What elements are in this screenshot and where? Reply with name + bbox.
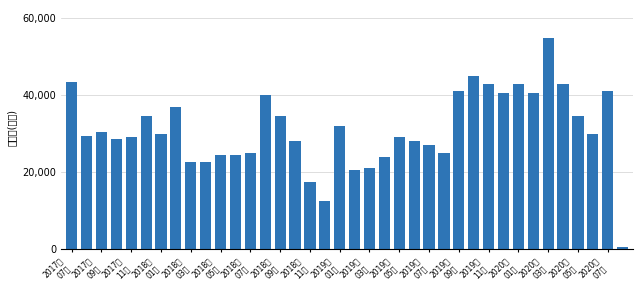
- Bar: [438, 153, 449, 249]
- Bar: [394, 138, 405, 249]
- Bar: [334, 126, 346, 249]
- Bar: [215, 155, 226, 249]
- Y-axis label: 거래량(건수): 거래량(건수): [7, 109, 17, 146]
- Bar: [557, 84, 569, 249]
- Bar: [602, 91, 613, 249]
- Bar: [230, 155, 241, 249]
- Bar: [617, 247, 628, 249]
- Bar: [96, 132, 107, 249]
- Bar: [468, 76, 479, 249]
- Bar: [185, 162, 196, 249]
- Bar: [408, 141, 420, 249]
- Bar: [156, 134, 166, 249]
- Bar: [453, 91, 465, 249]
- Bar: [513, 84, 524, 249]
- Bar: [170, 107, 182, 249]
- Bar: [349, 170, 360, 249]
- Bar: [379, 157, 390, 249]
- Bar: [260, 95, 271, 249]
- Bar: [200, 162, 211, 249]
- Bar: [543, 38, 554, 249]
- Bar: [244, 153, 256, 249]
- Bar: [528, 93, 539, 249]
- Bar: [498, 93, 509, 249]
- Bar: [125, 138, 137, 249]
- Bar: [66, 82, 77, 249]
- Bar: [289, 141, 301, 249]
- Bar: [141, 116, 152, 249]
- Bar: [81, 136, 92, 249]
- Bar: [483, 84, 494, 249]
- Bar: [588, 134, 598, 249]
- Bar: [305, 182, 316, 249]
- Bar: [572, 116, 584, 249]
- Bar: [424, 145, 435, 249]
- Bar: [111, 139, 122, 249]
- Bar: [319, 201, 330, 249]
- Bar: [364, 168, 375, 249]
- Bar: [275, 116, 285, 249]
